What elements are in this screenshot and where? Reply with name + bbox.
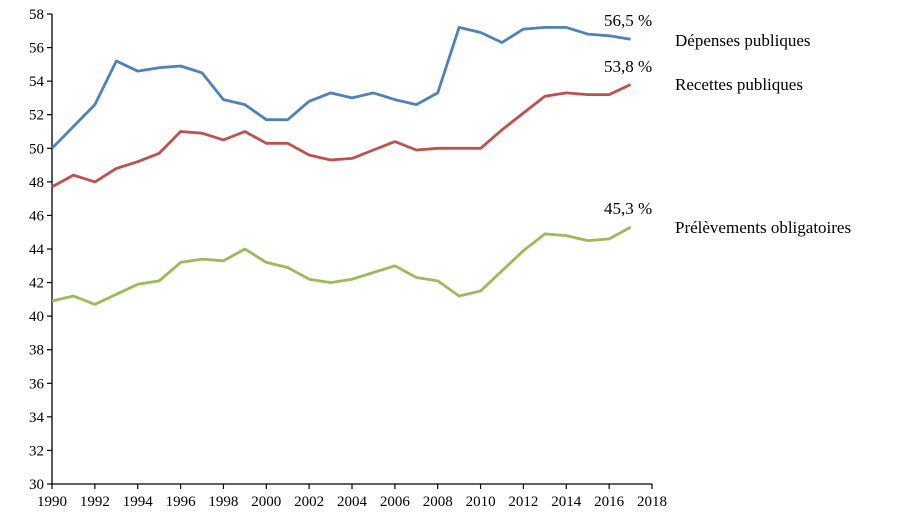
series-line-1 (51, 83, 632, 189)
end-label-depenses: 56,5 % (604, 11, 652, 30)
y-tick-label: 40 (29, 309, 44, 325)
y-tick-label: 36 (29, 376, 45, 392)
x-tick-label: 2018 (637, 494, 667, 510)
y-tick-label: 32 (29, 443, 44, 459)
x-tick-label: 2002 (294, 494, 324, 510)
y-tick-label: 42 (29, 276, 44, 292)
y-tick-label: 48 (29, 175, 44, 191)
x-tick-label: 2010 (466, 494, 496, 510)
x-tick-label: 2016 (594, 494, 625, 510)
series-labels: 56,5 % 53,8 % 45,3 % Dépenses publiques … (604, 11, 851, 237)
y-tick-label: 34 (29, 410, 45, 426)
series-line-0 (51, 25, 631, 150)
y-tick-label: 56 (29, 41, 45, 57)
series-lines (51, 25, 632, 306)
x-tick-label: 1992 (80, 494, 110, 510)
end-label-prelevements: 45,3 % (604, 199, 652, 218)
x-tick-label: 2006 (380, 494, 411, 510)
x-tick-label: 2014 (551, 494, 582, 510)
x-tick-label: 1998 (208, 494, 238, 510)
series-line-2 (51, 225, 632, 306)
x-tick-label: 2000 (251, 494, 281, 510)
axes: 30 32 34 36 38 40 42 44 46 48 50 52 54 56 58 1990 1992 19… (29, 7, 667, 510)
y-tick-label: 52 (29, 108, 44, 124)
x-tick-label: 2004 (337, 494, 368, 510)
x-tick-label: 1994 (123, 494, 154, 510)
x-tick-label: 1990 (37, 494, 67, 510)
y-tick-label: 44 (29, 242, 45, 258)
x-tick-label: 1996 (166, 494, 197, 510)
y-tick-label: 46 (29, 208, 45, 224)
y-tick-label: 50 (29, 141, 44, 157)
x-tick-label: 2012 (508, 494, 538, 510)
series-name-prelevements: Prélèvements obligatoires (675, 218, 851, 237)
y-tick-label: 30 (29, 477, 44, 493)
y-tick-label: 54 (29, 74, 45, 90)
x-tick-label: 2008 (423, 494, 453, 510)
end-label-recettes: 53,8 % (604, 57, 652, 76)
y-tick-label: 38 (29, 343, 44, 359)
y-tick-label: 58 (29, 7, 44, 23)
series-name-depenses: Dépenses publiques (675, 31, 811, 50)
series-name-recettes: Recettes publiques (675, 75, 803, 94)
